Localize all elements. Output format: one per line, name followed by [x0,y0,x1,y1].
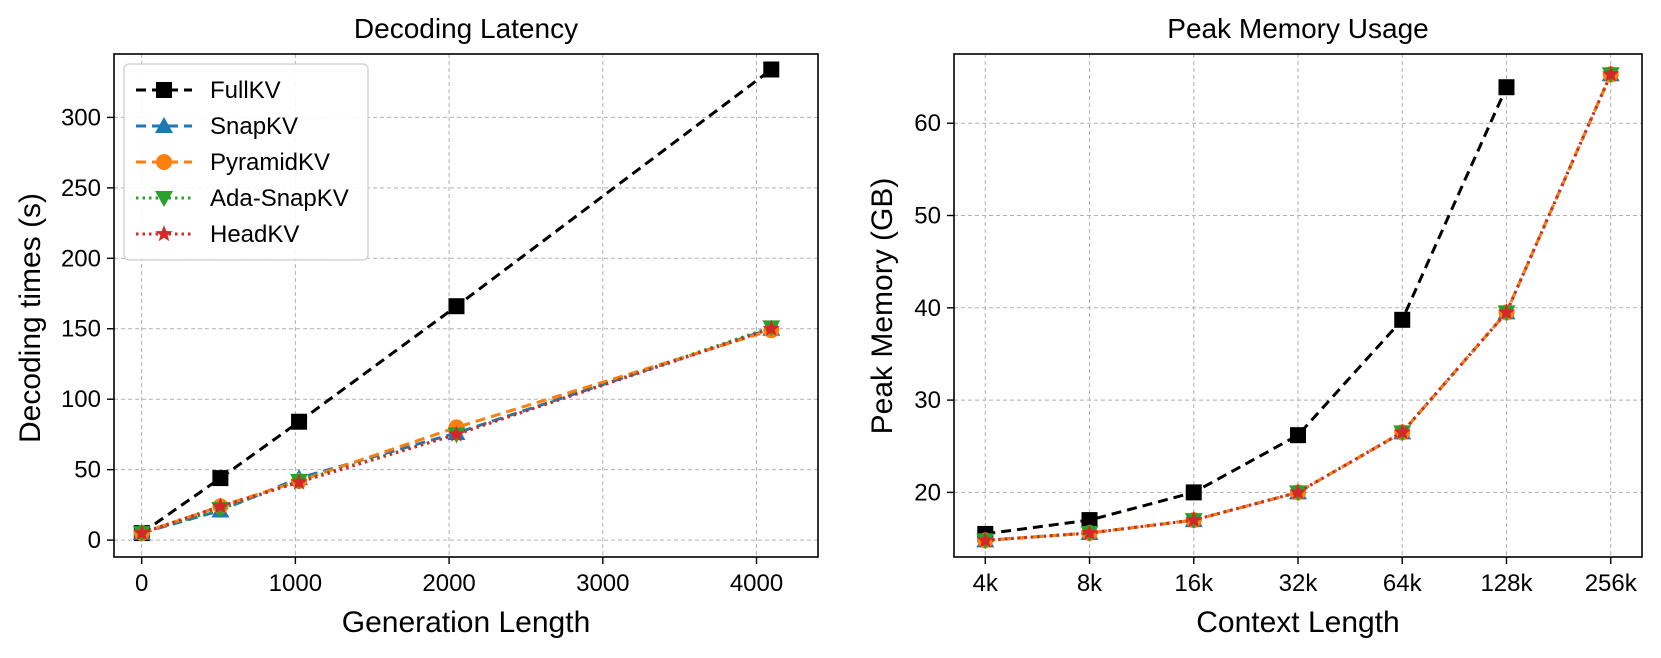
series-layer [976,65,1620,550]
legend-label: Ada-SnapKV [210,185,349,212]
data-point [1602,65,1620,82]
chart-title: Peak Memory Usage [1167,13,1428,44]
data-point [976,531,994,548]
legend-marker [156,82,172,98]
peak-memory-chart: Peak Memory Usage Context Length Peak Me… [866,13,1643,639]
series-fullkv [977,79,1515,542]
legend-item: Ada-SnapKV [136,185,349,212]
y-tick-label: 30 [914,387,941,414]
x-tick-label: 4k [973,570,999,597]
x-axis-label: Context Length [1196,606,1399,639]
data-point [1393,423,1411,440]
legend-item: SnapKV [136,113,298,140]
data-point [211,497,229,514]
x-tick-label: 128k [1480,570,1533,597]
legend-box [123,63,369,261]
legend-label: PyramidKV [210,149,330,176]
y-tick-label: 200 [61,245,101,272]
data-point [448,298,465,315]
plot-frame [113,53,819,558]
x-tick-label: 3000 [576,570,629,597]
series-headkv [133,319,780,541]
x-tick-label: 256k [1585,570,1638,597]
axis-ticks: 4k 8k 16k 32k 64k 128k 256k 20 30 40 50 60 [914,110,1637,597]
legend-marker [155,117,173,133]
series-headkv [976,65,1620,548]
x-tick-label: 2000 [422,570,475,597]
data-point [1080,524,1099,541]
y-tick-label: 150 [61,316,101,343]
data-point [1497,303,1516,320]
legend-label: SnapKV [210,113,298,140]
x-tick-label: 1000 [269,570,322,597]
data-point [212,470,229,487]
legend: FullKV SnapKV PyramidKV Ada-SnapKV HeadKV [123,63,369,261]
legend-item: FullKV [136,77,281,104]
axis-ticks: 0 1000 2000 3000 4000 0 50 100 150 200 250 300 [61,104,783,597]
x-tick-label: 64k [1383,570,1423,597]
data-point [1290,427,1306,444]
x-tick-label: 0 [135,570,148,597]
y-tick-label: 50 [914,203,941,230]
legend-item: HeadKV [136,221,299,248]
x-tick-label: 4000 [730,570,783,597]
legend-item: PyramidKV [136,149,330,176]
data-point [1081,512,1098,529]
data-point [1394,311,1411,328]
y-tick-label: 100 [61,386,101,413]
data-point [290,473,308,490]
grid [114,54,818,557]
y-tick-label: 0 [88,527,101,554]
y-tick-label: 40 [914,295,941,322]
data-point [1185,484,1202,501]
y-axis-label: Decoding times (s) [14,193,47,443]
data-point [762,319,780,337]
data-point [447,425,466,442]
y-axis-label: Peak Memory (GB) [866,178,899,435]
data-point [1498,79,1515,96]
y-tick-label: 20 [914,479,941,506]
y-tick-label: 60 [914,110,941,137]
legend-label: HeadKV [210,221,299,248]
data-point [1289,483,1307,500]
legend-marker [156,154,172,170]
grid [954,54,1642,557]
x-tick-label: 16k [1174,570,1214,597]
data-point [1185,511,1203,528]
series-line [985,86,1508,536]
legend-marker [155,191,173,207]
x-axis-label: Generation Length [342,606,591,639]
chart-title: Decoding Latency [354,13,578,44]
data-point [291,413,308,430]
x-tick-label: 32k [1279,570,1319,597]
data-point [763,61,780,78]
legend-marker [155,225,173,242]
series-layer [132,61,781,543]
data-point [133,524,151,541]
x-tick-label: 8k [1077,570,1103,597]
decoding-latency-chart: Decoding Latency Generation Length Decod… [14,13,819,639]
y-tick-label: 250 [61,175,101,202]
plot-frame [953,53,1643,558]
y-tick-label: 50 [74,457,101,484]
y-tick-label: 300 [61,104,101,131]
legend-label: FullKV [210,77,281,104]
